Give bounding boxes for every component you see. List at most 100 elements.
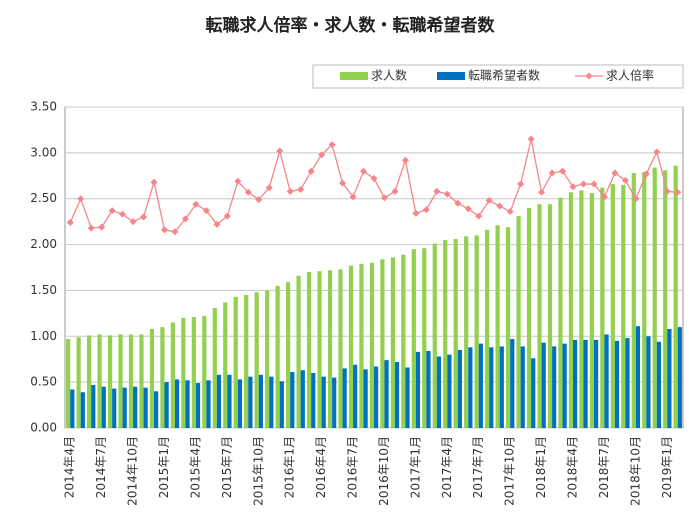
bar [86,335,92,428]
bar [306,272,312,428]
legend-marker [585,72,593,80]
marker [548,169,556,177]
bar [237,379,243,428]
bar [443,239,448,428]
bar [353,364,358,428]
marker [663,187,671,195]
marker [234,177,242,185]
legend-box [312,64,684,89]
marker [150,178,158,186]
bar [589,193,594,428]
bar [380,259,385,428]
marker [611,169,619,177]
bar [656,341,662,428]
bar [311,372,316,428]
bar [212,307,217,428]
bar [286,282,291,428]
marker [276,147,284,155]
bar [495,225,500,428]
bar [363,369,368,428]
marker [297,186,305,194]
bar [405,367,410,428]
marker [538,188,546,196]
x-tick-label: 2016年7月 [346,436,360,498]
marker [286,187,294,195]
bar [631,173,636,428]
bar [635,326,641,428]
marker [653,148,661,156]
bar [202,316,207,428]
bar [667,328,672,428]
bar [583,339,588,428]
bar [474,235,479,428]
bar [112,388,117,428]
bar [447,354,452,428]
bar [520,346,525,428]
bar [457,350,462,428]
bar [154,391,159,428]
bar [128,334,134,428]
marker [77,195,85,203]
marker [412,209,420,217]
marker [475,212,483,220]
y-tick-label: 1.00 [30,329,57,343]
marker [213,220,221,228]
bar [478,343,483,428]
x-tick-label: 2014年10月 [126,436,140,506]
bar [275,285,280,428]
bar [526,207,532,428]
bar [338,269,343,428]
marker [181,215,189,223]
bar [76,337,81,428]
marker [380,194,388,202]
legend-swatch [437,72,465,80]
bar [677,327,682,428]
marker [244,188,252,196]
marker [318,151,326,159]
bar [300,370,305,428]
bar [464,236,469,428]
marker [464,205,472,213]
bar [663,170,668,429]
legend-label: 求人倍率 [606,68,654,83]
x-tick-label: 2016年4月 [314,436,328,498]
bar [254,292,259,428]
y-tick-label: 3.00 [30,145,57,159]
bar [541,342,546,428]
x-tick-label: 2019年1月 [660,436,674,498]
bar [552,346,557,428]
marker [517,180,525,188]
bar [107,335,113,428]
bar [415,351,421,428]
marker [140,213,148,221]
legend-label: 求人数 [371,68,407,83]
bar [170,322,175,428]
bar [468,347,473,428]
x-tick-label: 2016年1月 [283,436,297,498]
marker [98,223,106,231]
marker [265,184,273,192]
marker [349,193,357,201]
marker [223,212,231,220]
marker [119,210,127,218]
bar [394,361,400,428]
bar [604,334,609,428]
bar [516,216,521,428]
bar [558,197,563,428]
marker [559,167,567,175]
bar [332,377,337,428]
bar [369,262,374,428]
bar [181,317,186,428]
bar [258,374,263,428]
marker [87,224,95,232]
marker [171,228,179,236]
bar [411,249,416,428]
bar [101,386,106,428]
marker [307,167,315,175]
marker [108,207,116,215]
marker [391,187,399,195]
bar [642,172,647,428]
bar [70,389,75,428]
bar [296,275,301,428]
y-tick-label: 0.50 [30,375,57,389]
